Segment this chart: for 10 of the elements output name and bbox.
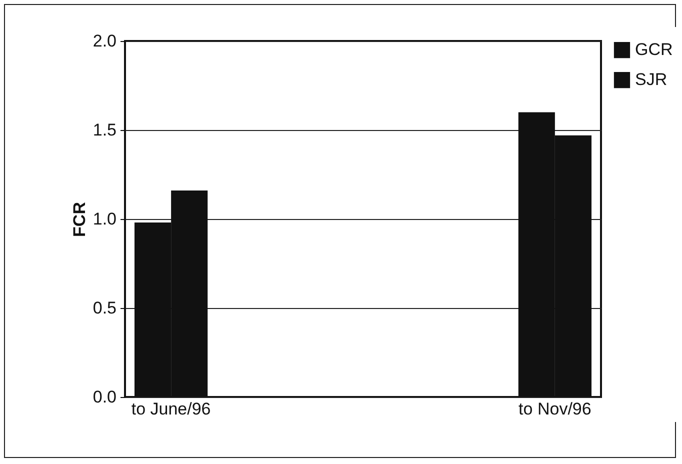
y-tick-label: 2.0 xyxy=(92,32,116,50)
x-tick-label: to Nov/96 xyxy=(518,400,592,418)
y-tick-label: 0.0 xyxy=(92,388,116,406)
x-tick-label: to June/96 xyxy=(131,400,211,418)
legend-label: GCR xyxy=(635,40,673,59)
y-tick-label: 1.0 xyxy=(92,210,116,228)
y-tick-label: 0.5 xyxy=(92,298,116,318)
y-tick-label: 1.5 xyxy=(92,120,116,140)
y-axis-title: FCR xyxy=(70,202,89,237)
legend-label: SJR xyxy=(635,70,668,89)
